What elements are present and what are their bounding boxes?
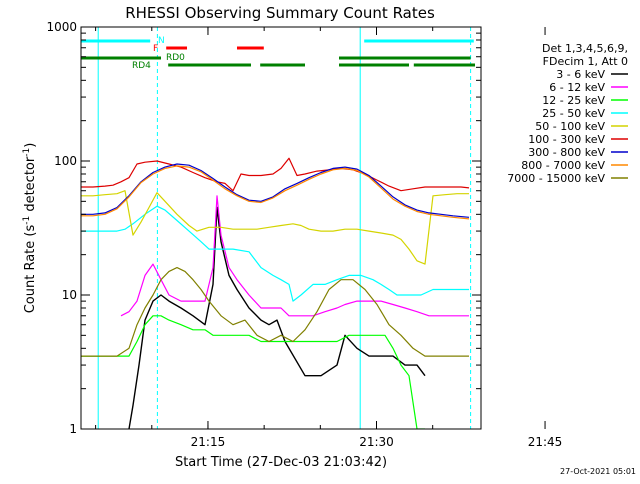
annotation-label-f: F [153,44,158,54]
y-tick-label: 100 [54,154,77,168]
annotation-label-rd4: RD4 [132,61,151,71]
series-line-7 [81,163,470,218]
x-tick-label: 21:30 [359,435,394,449]
x-tick-label: 21:45 [528,435,563,449]
series-line-8 [81,165,470,220]
x-axis-label: Start Time (27-Dec-03 21:03:42) [175,455,387,470]
legend-label-6: 100 - 300 keV [528,133,605,146]
series-group [81,27,475,429]
series-line-2 [120,195,469,317]
legend-label-8: 800 - 7000 keV [521,159,605,172]
legend-header-line-1: Det 1,3,4,5,6,9, [542,42,628,55]
legend-label-2: 6 - 12 keV [549,81,605,94]
y-tick-label: 1000 [46,20,77,34]
legend-label-3: 12 - 25 keV [542,94,605,107]
series-line-6 [81,157,470,192]
plot-area: NF RD0 RD4 [81,27,475,429]
legend: Det 1,3,4,5,6,9, FDecim 1, Att 0 3 - 6 k… [507,42,628,185]
y-axis-label-mid: detector [23,156,38,216]
plot-frame [80,26,482,430]
series-line-4 [81,205,469,302]
legend-label-9: 7000 - 15000 keV [507,172,605,185]
series-line-5 [81,190,469,265]
series-line-3 [81,315,425,429]
y-axis-label-sup1: -1 [22,216,32,225]
y-axis-label: Count Rate (s-1 detector-1) [22,143,38,314]
annotation-label-rd0: RD0 [166,53,185,63]
annotation-label-n: N [158,36,165,46]
chart-title: RHESSI Observing Summary Count Rates [125,4,435,22]
legend-header-line-2: FDecim 1, Att 0 [543,55,628,68]
y-tick-label: 1 [69,422,77,436]
footer-timestamp: 27-Oct-2021 05:01 [560,467,636,476]
legend-label-7: 300 - 800 keV [528,146,605,159]
legend-label-4: 25 - 50 keV [542,107,605,120]
y-axis-label-sup2: -1 [22,148,32,157]
legend-label-1: 3 - 6 keV [556,68,605,81]
series-line-9 [81,267,469,357]
x-tick-label: 21:15 [191,435,226,449]
y-tick-label: 10 [62,288,77,302]
y-axis-label-main: Count Rate (s [23,225,38,314]
series-line-1 [128,206,426,429]
y-axis-label-end: ) [23,143,38,148]
legend-label-5: 50 - 100 keV [535,120,605,133]
